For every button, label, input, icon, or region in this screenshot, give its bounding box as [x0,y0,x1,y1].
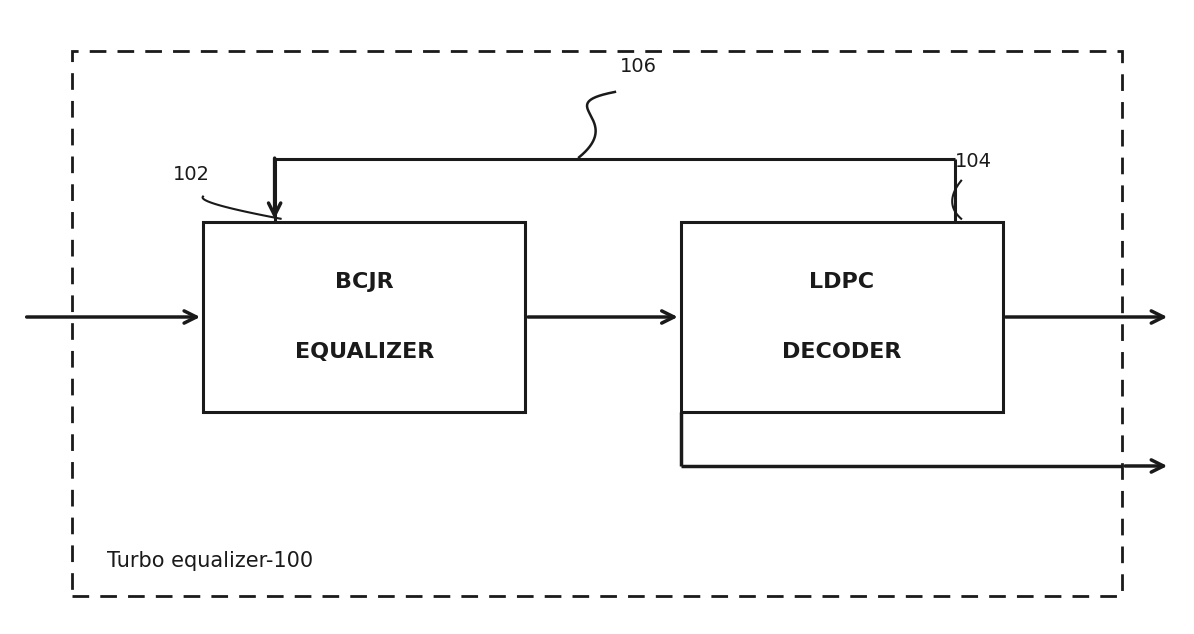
Bar [203,222,525,412]
Text: 104: 104 [955,152,992,171]
Text: 102: 102 [173,165,210,184]
Text: EQUALIZER: EQUALIZER [295,342,433,362]
Text: Turbo equalizer-100: Turbo equalizer-100 [107,551,314,571]
Bar [72,51,1122,596]
Text: 106: 106 [621,57,657,76]
Text: LDPC: LDPC [810,272,874,292]
Text: DECODER: DECODER [782,342,901,362]
Bar [681,222,1003,412]
Text: BCJR: BCJR [334,272,394,292]
